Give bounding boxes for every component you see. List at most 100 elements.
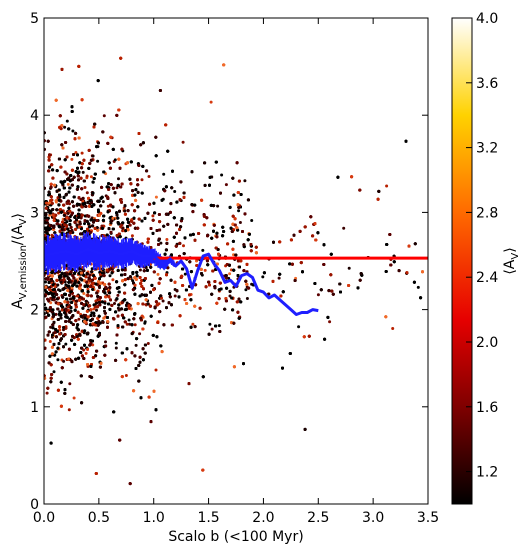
scatter-point — [216, 204, 220, 208]
scatter-point — [173, 190, 177, 193]
scatter-point — [113, 158, 117, 162]
scatter-point — [48, 213, 52, 217]
scatter-point — [229, 268, 233, 272]
scatter-point — [416, 285, 420, 289]
scatter-point — [217, 324, 221, 328]
scatter-point — [117, 177, 120, 181]
scatter-point — [245, 297, 249, 300]
scatter-point — [116, 293, 120, 297]
scatter-point — [72, 396, 76, 400]
scatter-point — [156, 272, 160, 276]
scatter-point — [81, 170, 85, 174]
scatter-point — [220, 173, 224, 177]
scatter-point — [178, 227, 181, 231]
scatter-point — [49, 325, 53, 329]
scatter-point — [151, 214, 155, 218]
scatter-point — [134, 343, 138, 347]
scatter-point — [63, 125, 67, 129]
scatter-point — [297, 325, 301, 329]
scatter-point — [391, 327, 395, 330]
scatter-point — [201, 248, 205, 252]
scatter-point — [49, 301, 53, 305]
scatter-point — [44, 233, 47, 237]
scatter-point — [138, 268, 142, 272]
scatter-point — [277, 276, 281, 280]
scatter-point — [52, 370, 56, 374]
scatter-point — [227, 276, 231, 280]
scatter-point — [58, 289, 62, 293]
scatter-point — [203, 268, 207, 272]
scatter-point — [115, 186, 119, 190]
scatter-point — [83, 186, 87, 189]
scatter-point — [237, 209, 241, 213]
scatter-point — [181, 140, 185, 144]
scatter-point — [95, 308, 98, 312]
scatter-point — [92, 307, 96, 311]
scatter-point — [182, 244, 185, 248]
scatter-point — [62, 328, 65, 332]
scatter-point — [162, 172, 166, 176]
scatter-point — [82, 348, 86, 352]
scatter-point — [58, 310, 62, 314]
scatter-point — [244, 288, 248, 292]
scatter-point — [316, 293, 320, 297]
scatter-point — [128, 322, 131, 326]
scatter-point — [111, 278, 115, 282]
scatter-point — [131, 279, 135, 283]
scatter-point — [77, 317, 81, 321]
scatter-point — [44, 280, 47, 284]
scatter-point — [114, 346, 118, 350]
scatter-point — [92, 314, 96, 318]
scatter-point — [82, 292, 86, 295]
scatter-point — [96, 159, 100, 163]
scatter-point — [165, 238, 169, 241]
scatter-point — [69, 280, 73, 284]
scatter-point — [154, 195, 158, 199]
scatter-point — [228, 272, 232, 276]
scatter-point — [56, 358, 60, 362]
scatter-point — [85, 174, 89, 178]
scatter-point — [209, 100, 213, 104]
scatter-point — [98, 286, 101, 290]
scatter-point — [71, 129, 75, 133]
scatter-point — [342, 226, 346, 230]
scatter-point — [83, 222, 86, 226]
scatter-point — [57, 211, 61, 215]
scatter-point — [159, 241, 163, 245]
scatter-point — [45, 391, 49, 395]
scatter-point — [54, 312, 58, 316]
scatter-point — [243, 179, 247, 183]
scatter-point — [66, 182, 70, 186]
scatter-point — [147, 175, 151, 178]
scatter-point — [68, 382, 72, 386]
scatter-point — [122, 206, 126, 210]
scatter-point — [154, 368, 158, 372]
scatter-point — [101, 200, 105, 204]
scatter-point — [232, 253, 235, 257]
scatter-point — [224, 183, 228, 187]
scatter-point — [106, 204, 110, 208]
scatter-point — [161, 299, 165, 303]
scatter-point — [103, 301, 107, 305]
scatter-point — [250, 219, 254, 222]
scatter-point — [95, 328, 99, 332]
scatter-point — [385, 184, 389, 188]
scatter-point — [104, 340, 107, 344]
scatter-point — [133, 323, 137, 327]
scatter-point — [191, 322, 195, 326]
scatter-point — [62, 359, 66, 363]
scatter-point — [48, 340, 52, 343]
scatter-point — [67, 408, 71, 412]
scatter-point — [85, 191, 89, 195]
scatter-point — [138, 332, 142, 336]
scatter-point — [140, 178, 144, 182]
scatter-point — [183, 272, 187, 276]
scatter-point — [68, 202, 71, 206]
scatter-point — [113, 302, 116, 305]
scatter-point — [238, 221, 242, 224]
scatter-point — [65, 119, 69, 123]
scatter-point — [328, 320, 332, 324]
scatter-point — [146, 342, 150, 345]
scatter-point — [74, 151, 78, 154]
